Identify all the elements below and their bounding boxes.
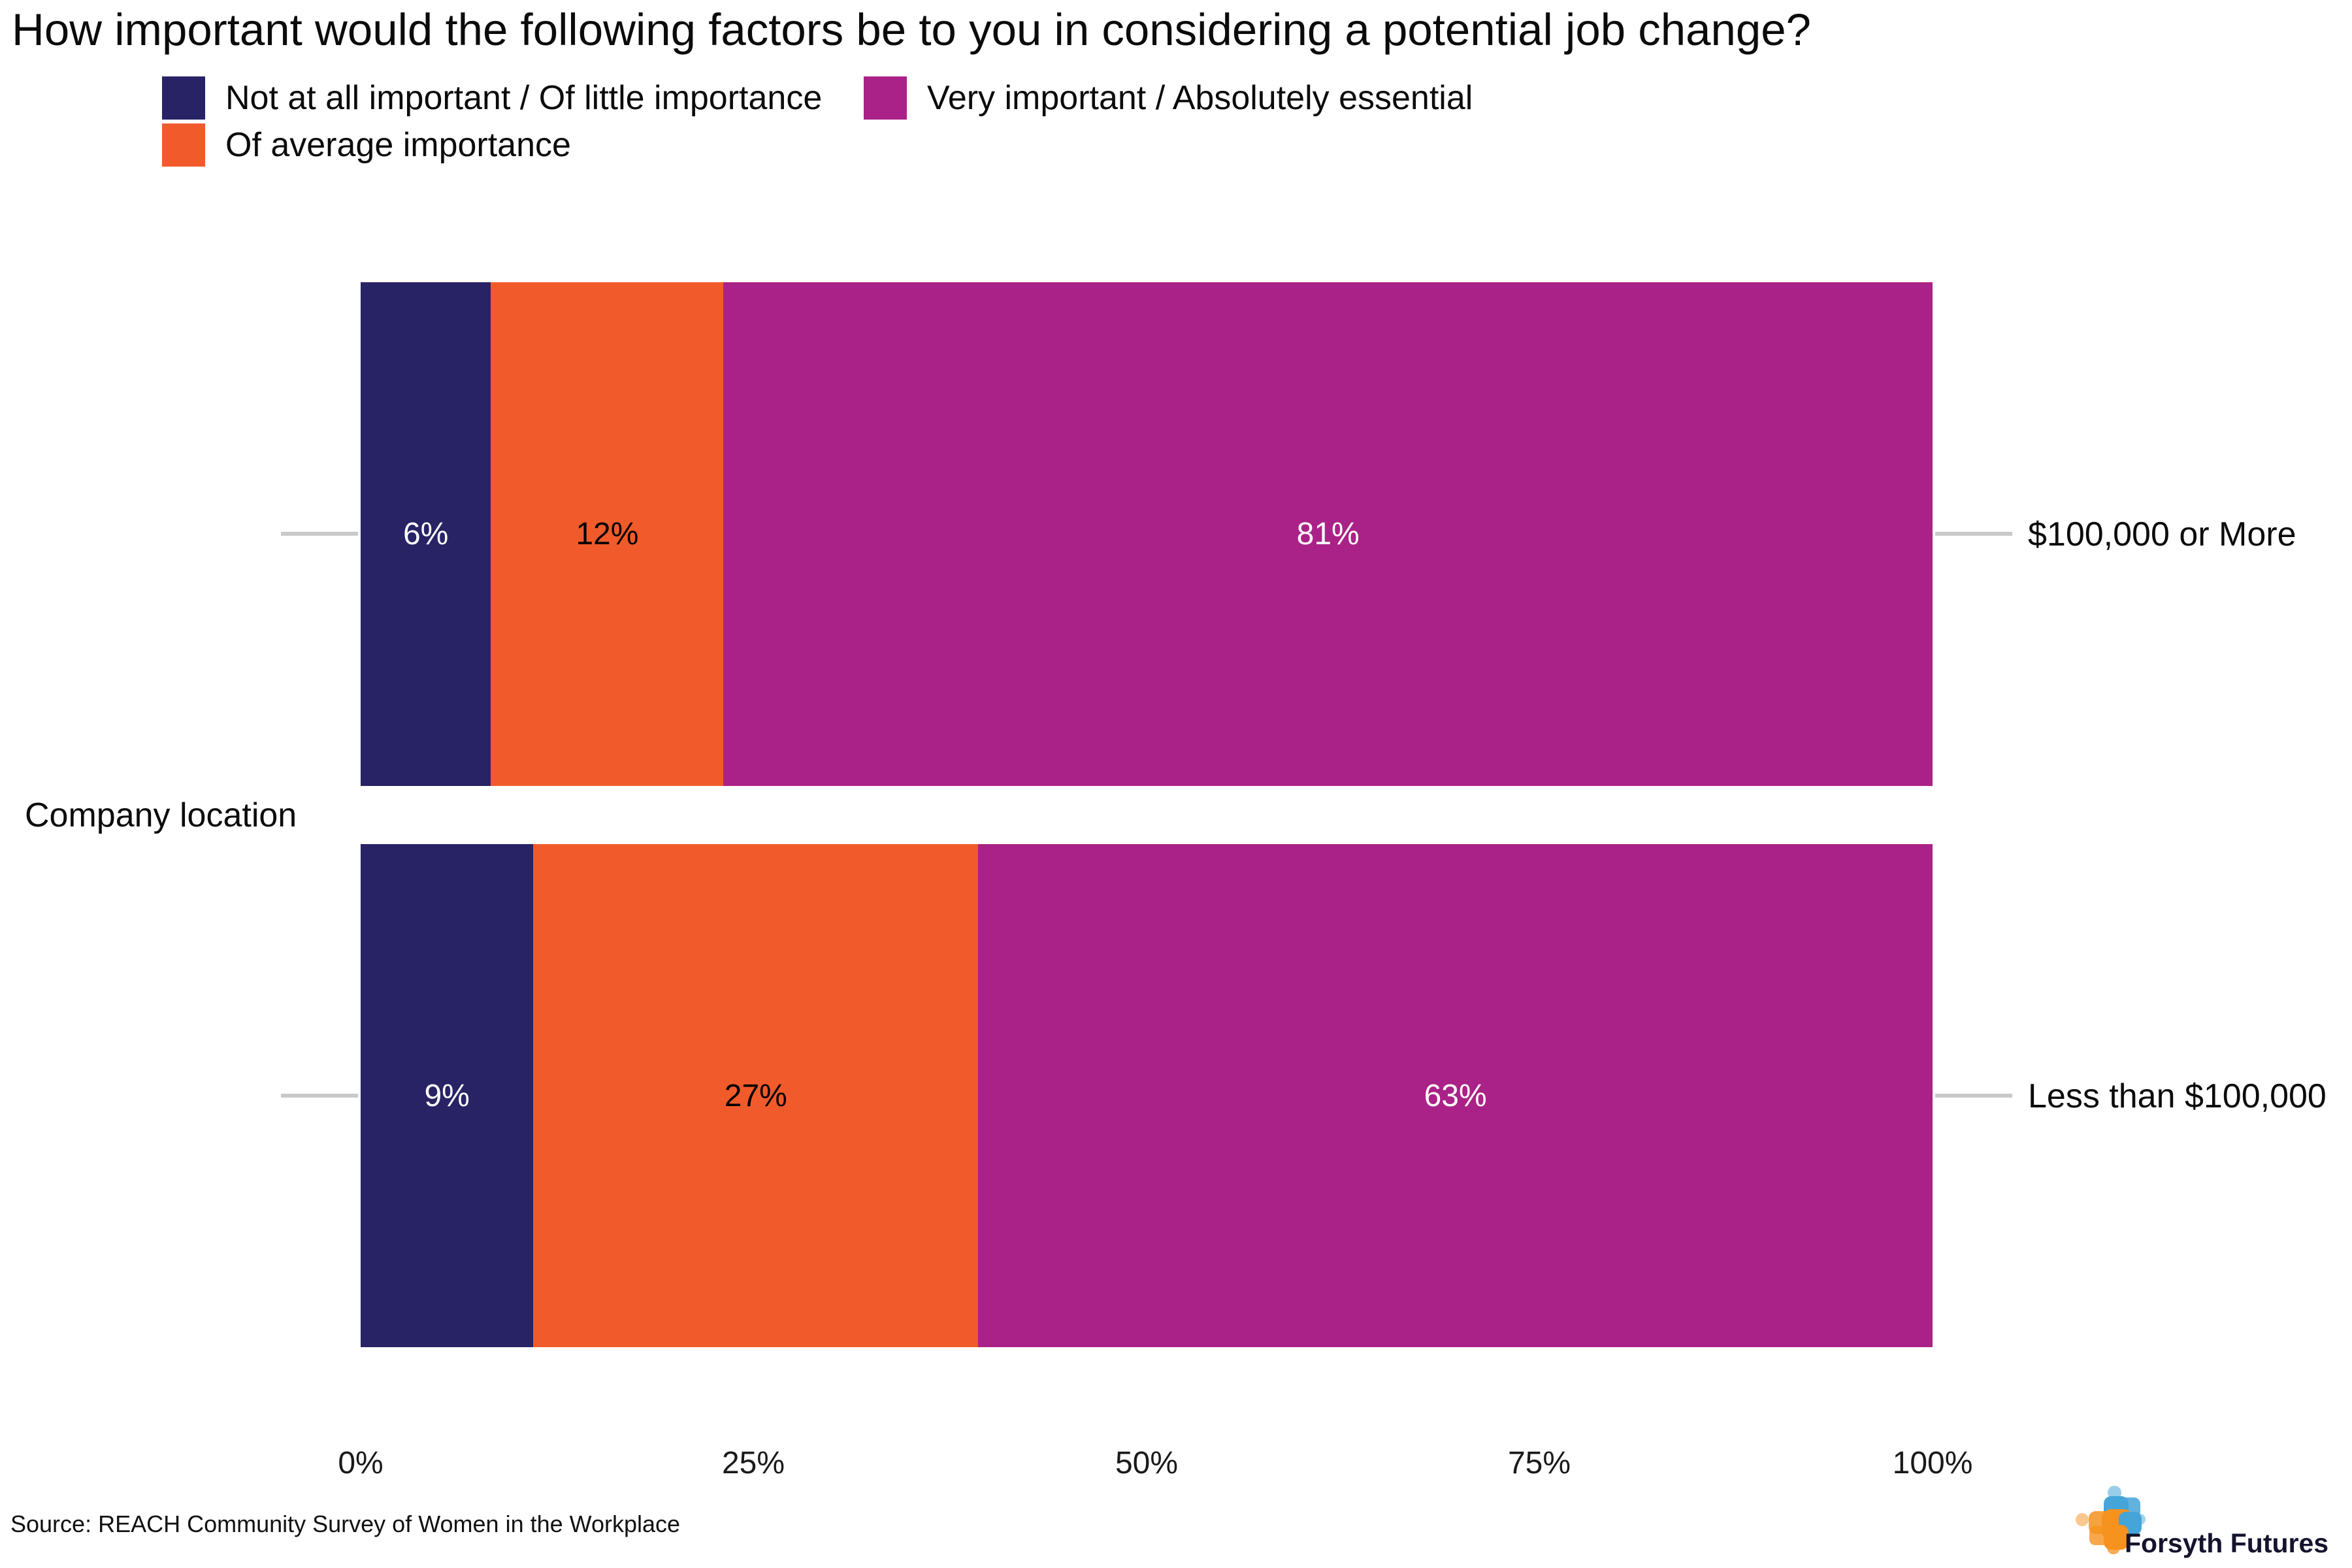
- stacked-bar-100k-or-more: 6% 12% 81%: [361, 282, 1933, 786]
- legend-label-very-important: Very important / Absolutely essential: [927, 79, 1473, 117]
- bar-segment-value-label: 6%: [402, 517, 449, 551]
- logo-dot-icon: [2107, 1541, 2120, 1554]
- x-axis-tick-100: 100%: [1892, 1446, 1973, 1480]
- bar-segment-value-label: 81%: [1296, 517, 1360, 551]
- tick-line-right-row2: [1935, 1094, 2012, 1098]
- logo-dot-icon: [2134, 1514, 2146, 1525]
- x-axis-tick-75: 75%: [1507, 1446, 1571, 1480]
- chart-title: How important would the following factor…: [12, 5, 1812, 55]
- tick-line-left-row2: [281, 1094, 358, 1098]
- logo-dot-icon: [2108, 1486, 2121, 1499]
- bar-segment-value-label: 27%: [724, 1078, 787, 1113]
- legend-swatch-average-importance: [162, 123, 205, 167]
- x-axis-tick-25: 25%: [721, 1446, 785, 1480]
- y-axis-label: Company location: [25, 796, 297, 834]
- bar-segment-value-label: 12%: [576, 517, 639, 551]
- legend-label-not-important: Not at all important / Of little importa…: [225, 79, 823, 117]
- logo-dot-icon: [2076, 1513, 2089, 1526]
- source-caption: Source: REACH Community Survey of Women …: [10, 1511, 681, 1537]
- legend-label-average-importance: Of average importance: [225, 126, 571, 164]
- bar-segment-very-important: 81%: [723, 282, 1933, 786]
- x-axis-tick-50: 50%: [1115, 1446, 1179, 1480]
- bar-segment-average-importance: 27%: [533, 844, 979, 1347]
- legend-swatch-not-important: [162, 76, 205, 120]
- category-label-less-than-100k: Less than $100,000: [2028, 1077, 2327, 1115]
- bar-segment-not-important: 9%: [361, 844, 534, 1347]
- bar-segment-very-important: 63%: [978, 844, 1933, 1347]
- tick-line-left-row1: [281, 532, 358, 536]
- tick-line-right-row1: [1935, 532, 2012, 536]
- x-axis-tick-0: 0%: [338, 1446, 384, 1480]
- legend-swatch-very-important: [864, 76, 907, 120]
- stacked-bar-less-than-100k: 9% 27% 63%: [361, 844, 1933, 1347]
- forsyth-futures-logo: Forsyth Futures: [2068, 1473, 2352, 1565]
- bar-segment-value-label: 9%: [424, 1078, 470, 1113]
- bar-segment-average-importance: 12%: [491, 282, 724, 786]
- category-label-100k-or-more: $100,000 or More: [2028, 515, 2296, 553]
- logo-wordmark: Forsyth Futures: [2125, 1528, 2329, 1558]
- bar-segment-not-important: 6%: [361, 282, 491, 786]
- bar-segment-value-label: 63%: [1424, 1078, 1487, 1113]
